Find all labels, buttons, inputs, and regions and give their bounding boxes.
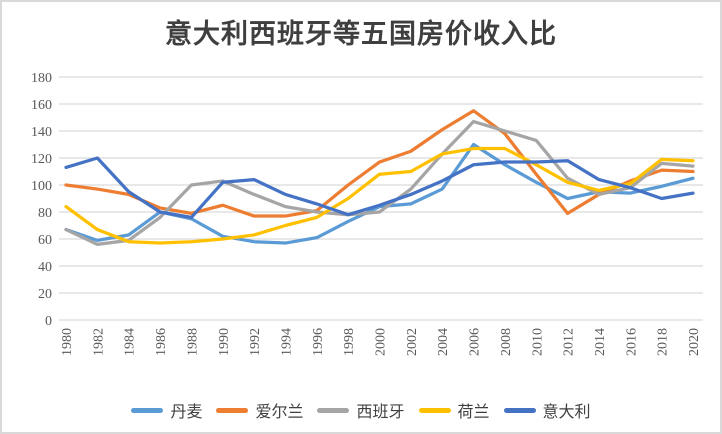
x-axis-tick-label: 2010 (530, 328, 545, 356)
x-axis-tick-label: 1994 (279, 328, 294, 356)
legend-item-意大利: 意大利 (503, 398, 591, 422)
legend-label: 荷兰 (457, 404, 490, 421)
y-axis-tick-label: 60 (38, 233, 52, 248)
x-axis-tick-label: 2014 (593, 328, 608, 356)
chart-title: 意大利西班牙等五国房价收入比 (165, 19, 557, 49)
legend-label: 爱尔兰 (255, 404, 304, 421)
y-axis-tick-label: 120 (31, 152, 52, 167)
x-axis-tick-label: 1998 (342, 328, 357, 356)
y-axis-tick-label: 20 (38, 287, 52, 302)
legend-swatch-icon (418, 407, 451, 413)
series-line-西班牙 (64, 119, 695, 247)
x-axis-tick-label: 1982 (91, 328, 106, 356)
y-axis-tick-label: 100 (31, 179, 52, 194)
y-axis-tick-label: 0 (45, 314, 52, 329)
x-axis-tick-label: 2008 (499, 328, 514, 356)
legend-item-爱尔兰: 爱尔兰 (216, 398, 303, 422)
y-axis-tick-label: 160 (31, 98, 52, 113)
x-axis-tick-label: 2006 (468, 328, 483, 356)
x-axis-tick-label: 1984 (123, 328, 138, 356)
legend-swatch-icon (216, 407, 249, 413)
x-axis-tick-label: 2000 (374, 328, 389, 356)
x-axis-tick-label: 2002 (405, 328, 420, 356)
legend-item-荷兰: 荷兰 (418, 398, 490, 422)
x-axis-tick-label: 2012 (562, 328, 577, 356)
legend-label: 丹麦 (170, 404, 203, 421)
x-axis-tick-label: 1980 (60, 328, 75, 356)
legend-swatch-icon (131, 407, 164, 413)
legend-item-丹麦: 丹麦 (131, 398, 202, 422)
series-line-意大利 (64, 156, 695, 220)
chart-legend: 丹麦 爱尔兰 西班牙 荷兰 意大利 (2, 398, 720, 422)
x-axis-tick-label: 1988 (185, 328, 200, 356)
y-axis-tick-label: 140 (31, 125, 52, 140)
legend-swatch-icon (503, 407, 536, 413)
x-axis-tick-label: 1990 (217, 328, 232, 356)
x-axis-tick-label: 2004 (436, 328, 451, 356)
legend-label: 意大利 (542, 404, 591, 421)
x-axis-tick-label: 1986 (154, 328, 169, 356)
legend-label: 西班牙 (356, 404, 405, 421)
series-line-爱尔兰 (64, 109, 695, 218)
x-axis-tick-label: 2016 (624, 328, 639, 356)
x-axis-tick-label: 1992 (248, 328, 263, 356)
legend-swatch-icon (317, 407, 350, 413)
x-axis-tick-label: 1996 (311, 328, 326, 356)
series-line-荷兰 (64, 146, 695, 245)
x-axis-tick-label: 2018 (656, 328, 671, 356)
legend-item-西班牙: 西班牙 (317, 398, 405, 422)
y-axis-tick-label: 40 (38, 260, 52, 275)
y-axis-tick-label: 180 (31, 71, 52, 86)
x-axis-tick-label: 2020 (687, 328, 702, 356)
y-axis-tick-label: 80 (38, 206, 52, 221)
